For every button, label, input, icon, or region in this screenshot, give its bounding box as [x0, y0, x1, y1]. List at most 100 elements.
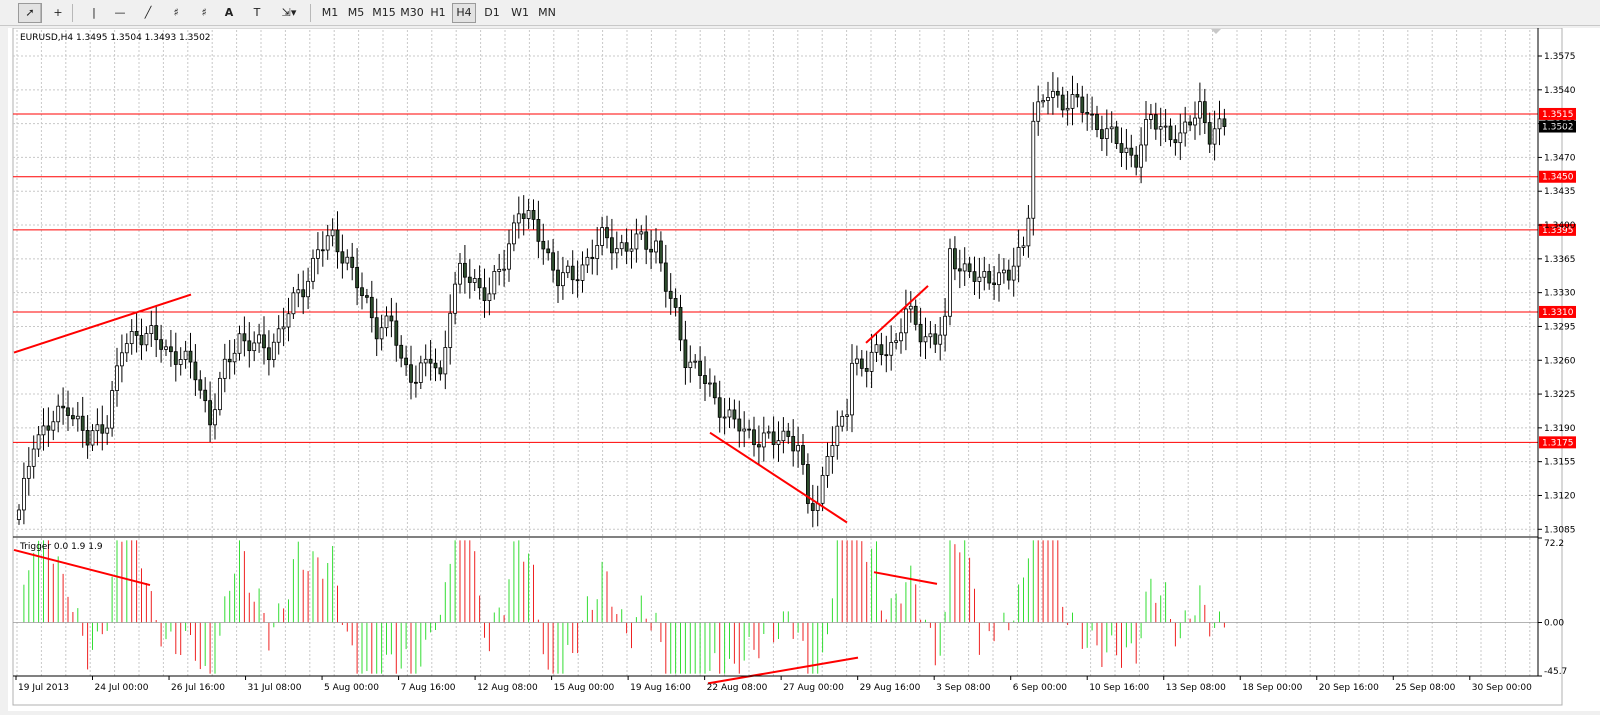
candle-body [262, 334, 266, 349]
toolbar-separator [310, 4, 311, 22]
x-axis-label: 18 Sep 00:00 [1242, 683, 1302, 693]
candle-body [266, 347, 271, 361]
indicator-trendline[interactable] [873, 571, 938, 585]
level-price-label: 1.3310 [1542, 308, 1574, 318]
candle-body [605, 227, 609, 239]
candle-body [154, 325, 159, 341]
timeframe-d1-button[interactable]: D1 [484, 6, 500, 19]
text-label-tool-button[interactable]: T [253, 6, 261, 19]
candle-body [565, 265, 570, 274]
candle-body [938, 334, 943, 345]
candle-body [561, 272, 565, 287]
candle-body [761, 432, 766, 448]
last-price-label: 1.3502 [1542, 123, 1574, 133]
y-axis-label: 1.3155 [1544, 458, 1576, 468]
candle-body [962, 263, 967, 272]
candle-body [100, 424, 105, 434]
x-axis-label: 29 Aug 16:00 [860, 683, 921, 693]
timeframe-m1-button[interactable]: M1 [321, 6, 339, 19]
candle-body [1070, 94, 1075, 109]
candle-body [1026, 217, 1031, 247]
timeframe-m15-button[interactable]: M15 [372, 6, 396, 19]
candle-body [1114, 126, 1119, 144]
timeframe-mn-button[interactable]: MN [538, 6, 556, 19]
level-price-label: 1.3515 [1542, 110, 1574, 120]
price-trendline[interactable] [13, 293, 192, 354]
y-axis-label: 1.3540 [1544, 86, 1576, 96]
x-axis-label: 19 Jul 2013 [18, 683, 69, 693]
indicator-trendline[interactable] [13, 548, 151, 587]
x-axis-label: 20 Sep 16:00 [1319, 683, 1379, 693]
candle-body [820, 475, 825, 504]
candle-body [610, 237, 614, 254]
crosshair-icon[interactable]: + [53, 6, 63, 19]
candle-body [894, 340, 898, 343]
price-trendline[interactable] [709, 431, 848, 524]
candle-body [541, 240, 546, 250]
candle-body [1183, 121, 1188, 134]
candle-body [678, 307, 683, 341]
candle-body [271, 341, 276, 361]
timeframe-w1-button[interactable]: W1 [511, 6, 529, 19]
candle-body [399, 344, 404, 359]
candle-body [61, 405, 65, 409]
x-axis-label: 7 Aug 16:00 [401, 683, 456, 693]
candle-body [992, 282, 996, 286]
cursor-icon[interactable]: ➚ [18, 3, 42, 23]
arrows-dropdown-icon[interactable]: ⇲▾ [281, 6, 297, 19]
candle-body [1036, 101, 1041, 122]
candle-body [806, 464, 810, 504]
timeframe-m5-button[interactable]: M5 [347, 6, 365, 19]
candle-body [923, 336, 928, 343]
y-axis-label: 1.3330 [1544, 289, 1576, 299]
candle-body [663, 262, 668, 292]
fibonacci-channel-icon[interactable]: ♯ [173, 6, 179, 19]
candle-body [213, 409, 217, 426]
timeframe-m30-button[interactable]: M30 [400, 6, 424, 19]
candle-body [1100, 129, 1104, 139]
candle-body [918, 323, 923, 343]
candle-body [41, 425, 46, 436]
text-tool-button[interactable]: A [224, 6, 234, 19]
candle-body [1021, 245, 1026, 248]
candle-body [712, 382, 717, 399]
level-price-tag [1539, 107, 1576, 120]
level-price-tag [1539, 223, 1576, 236]
horizontal-line-icon[interactable]: — [114, 6, 126, 19]
candle-body [360, 287, 364, 296]
candle-body [889, 342, 894, 356]
candle-body [840, 416, 845, 427]
price-trendline[interactable] [865, 285, 929, 344]
x-axis-label: 30 Sep 00:00 [1472, 683, 1532, 693]
vertical-line-icon[interactable]: | [92, 6, 96, 19]
candle-body [183, 350, 188, 360]
candle-body [26, 465, 31, 479]
candle-body [203, 389, 208, 402]
candle-body [46, 425, 51, 431]
candle-body [374, 317, 379, 340]
price-chart[interactable]: 1.3515 1.3450 1.3395 1.3310 1.3175 1.3502 1.3… [8, 27, 1600, 711]
fibonacci-fan-icon[interactable]: ♯ [201, 6, 207, 19]
indicator-axis-label: 0.00 [1544, 619, 1564, 629]
candle-body [1222, 118, 1227, 127]
candle-body [570, 265, 575, 281]
candle-body [17, 509, 21, 521]
indicator-axis-label: 72.2 [1544, 539, 1564, 549]
timeframe-h4-button[interactable]: H4 [452, 3, 476, 23]
timeframe-h1-button[interactable]: H1 [430, 6, 446, 19]
toolbar-separator [40, 4, 41, 22]
candle-body [531, 210, 536, 220]
chart-shift-marker-icon[interactable] [1211, 29, 1221, 34]
candle-body [242, 333, 247, 342]
x-axis-label: 19 Aug 16:00 [630, 683, 691, 693]
candle-body [864, 367, 869, 372]
indicator-trendline[interactable] [707, 656, 859, 685]
trendline-icon[interactable]: ╱ [144, 6, 152, 19]
candle-body [1124, 147, 1129, 153]
candle-body [129, 331, 134, 345]
candle-body [21, 477, 26, 511]
candle-body [1085, 112, 1090, 115]
candle-body [467, 276, 472, 283]
candle-body [1095, 113, 1099, 130]
candle-body [673, 298, 678, 308]
